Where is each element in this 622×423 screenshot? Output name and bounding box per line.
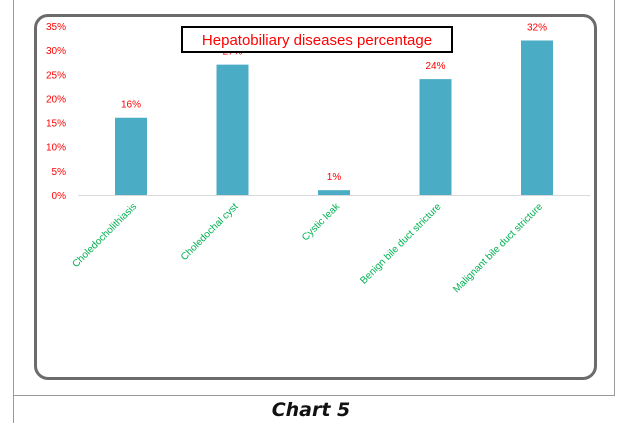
y-tick-label: 30% [46, 46, 66, 57]
y-tick-label: 35% [46, 22, 66, 33]
x-tick-label: Benign bile duct stricture [358, 201, 444, 287]
x-tick-label: Choledocholithiasis [70, 201, 139, 270]
data-label: 16% [121, 100, 141, 111]
page-border-bottom [13, 395, 615, 396]
y-axis: 0% 5% 10% 15% 20% 25% 30% 35% [46, 22, 66, 202]
data-label: 1% [327, 172, 342, 183]
y-tick-label: 10% [46, 143, 66, 154]
chart-title: Hepatobiliary diseases percentage [202, 32, 432, 49]
x-tick-label: Malignant bile duct stricture [451, 201, 545, 295]
bar [115, 117, 147, 195]
bar [419, 79, 452, 195]
page-border-right [614, 0, 615, 395]
x-tick-label: Choledochal cyst [179, 201, 241, 263]
y-tick-label: 5% [52, 167, 67, 178]
y-tick-label: 20% [46, 94, 66, 105]
chart-frame [34, 14, 597, 380]
bar [521, 40, 553, 195]
bar [318, 190, 350, 195]
page-border-left [13, 0, 14, 423]
chart-caption: Chart 5 [271, 399, 351, 421]
bar-series [115, 40, 553, 195]
data-label: 24% [425, 61, 445, 72]
x-tick-label: Cystic leak [300, 201, 343, 244]
chart-title-box: Hepatobiliary diseases percentage [181, 26, 453, 53]
y-tick-label: 25% [46, 70, 66, 81]
y-tick-label: 15% [46, 119, 66, 130]
data-label: 32% [527, 22, 547, 33]
y-tick-label: 0% [52, 191, 67, 202]
x-axis-category-labels: Choledocholithiasis Choledochal cyst Cysti… [70, 201, 545, 296]
bar [216, 64, 249, 195]
